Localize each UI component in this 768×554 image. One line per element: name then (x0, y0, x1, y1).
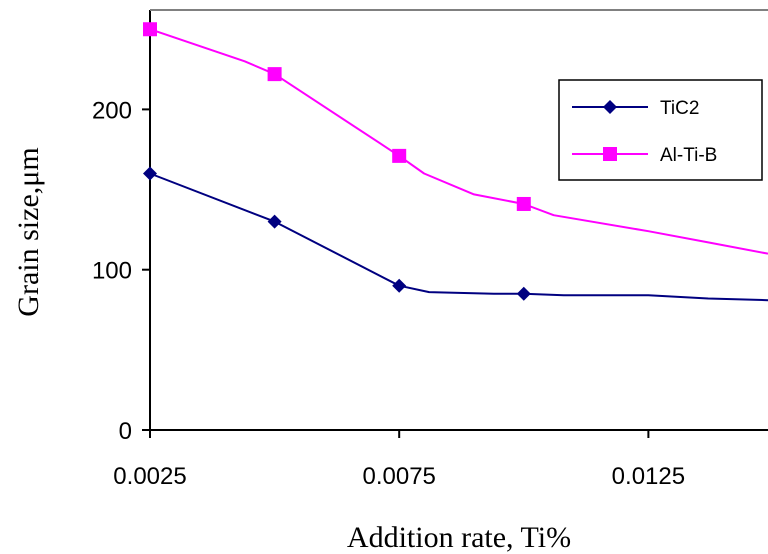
data-point-tic2 (267, 214, 282, 229)
legend-marker-al-ti-b (603, 147, 617, 161)
x-tick-label: 0.0075 (362, 463, 435, 490)
y-tick-label: 200 (92, 97, 132, 124)
data-point-al-ti-b (267, 67, 282, 82)
data-point-tic2 (143, 166, 157, 181)
series-layer (143, 22, 768, 302)
data-point-al-ti-b (143, 22, 157, 37)
y-tick-label: 100 (92, 258, 132, 285)
y-tick-label: 0 (119, 418, 132, 445)
series-tic2 (143, 166, 768, 302)
legend-label-al-ti-b: Al-Ti-B (660, 145, 717, 166)
series-line-tic2 (149, 172, 768, 302)
x-tick-label: 0.0125 (612, 463, 685, 490)
plot-frame (149, 9, 768, 431)
data-point-al-ti-b (392, 148, 407, 163)
legend-label-tic2: TiC2 (660, 98, 699, 119)
series-line-al-ti-b (149, 28, 768, 255)
legend-box (558, 79, 763, 181)
x-tick-label: 0.0025 (113, 463, 186, 490)
axis-ticks: 0.0025 0.0075 0.0125 0 100 200 (92, 97, 685, 490)
y-axis-title: Grain size,μm (12, 147, 45, 316)
data-point-al-ti-b (516, 196, 531, 211)
data-point-tic2 (516, 286, 531, 301)
legend-marker-tic2 (603, 100, 617, 114)
data-point-tic2 (392, 278, 407, 293)
legend: TiC2 Al-Ti-B (558, 79, 763, 181)
legend-entry-tic2: TiC2 (572, 98, 699, 119)
legend-entry-al-ti-b: Al-Ti-B (572, 145, 717, 166)
series-al-ti-b (143, 22, 768, 255)
x-axis-title: Addition rate, Ti% (347, 521, 571, 554)
